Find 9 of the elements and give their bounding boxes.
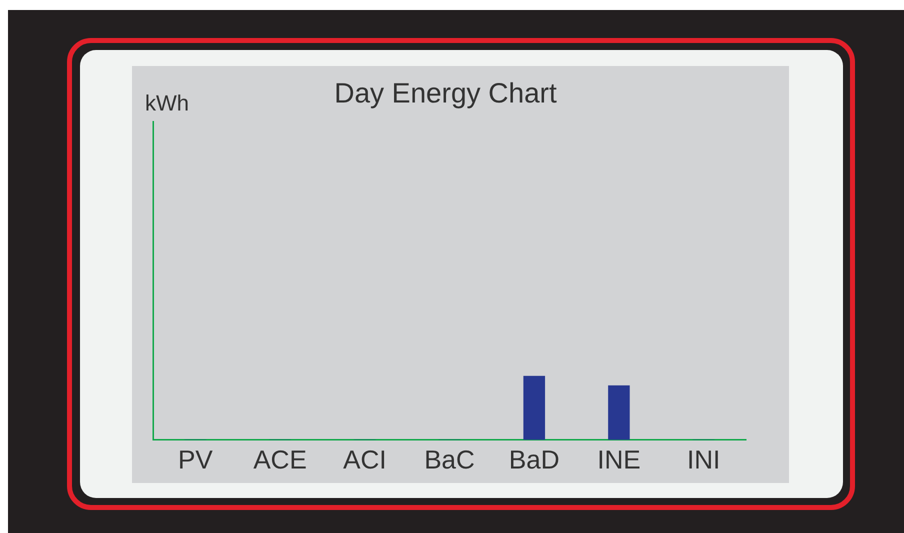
x-tick-label: BaC: [424, 444, 475, 475]
x-tick-label: INE: [597, 444, 641, 475]
x-tick-label: ACE: [253, 444, 307, 475]
text: kWh: [145, 90, 189, 116]
chart-title: Day Energy Chart: [334, 78, 557, 109]
x-tick-label: PV: [178, 444, 214, 475]
x-tick-label: BaD: [508, 444, 560, 475]
x-tick-label: INI: [687, 444, 720, 475]
x-tick-label: ACI: [343, 444, 386, 475]
